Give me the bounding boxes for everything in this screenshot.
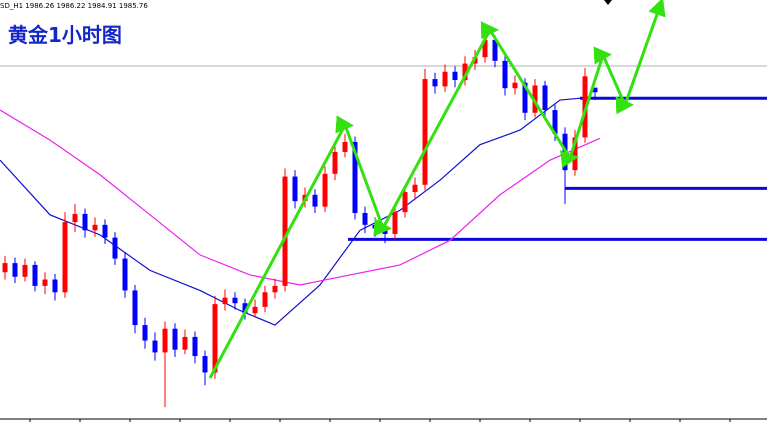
candle-body	[272, 285, 278, 293]
candle-body	[372, 224, 378, 229]
candle-body	[202, 356, 208, 373]
plot	[0, 31, 767, 408]
shift-marker	[604, 0, 612, 5]
candle-body	[142, 325, 148, 341]
candle-body	[192, 336, 198, 357]
candle-body	[502, 60, 508, 89]
trend-arrows	[208, 0, 666, 379]
candle-body	[322, 173, 328, 207]
close-value: 1985.76	[119, 2, 148, 10]
candle-body	[2, 263, 8, 273]
candle-body	[252, 306, 258, 314]
candle-body	[52, 279, 58, 293]
candle-body	[282, 176, 288, 286]
candle-body	[402, 192, 408, 213]
candle-body	[92, 224, 98, 231]
candle-body	[12, 263, 18, 277]
candle-body	[72, 213, 78, 223]
candle-body	[312, 194, 318, 207]
candle-body	[212, 304, 218, 373]
candle-body	[112, 237, 118, 259]
candle-body	[132, 290, 138, 326]
candle-body	[62, 222, 68, 293]
moving-average	[0, 109, 601, 286]
high-value: 1986.22	[56, 2, 85, 10]
moving-average	[0, 96, 591, 326]
candle-body	[262, 292, 268, 307]
candle-body	[182, 336, 188, 350]
candle-body	[292, 176, 298, 202]
candle-body	[392, 212, 398, 234]
candle-body	[232, 297, 238, 304]
candle-body	[412, 184, 418, 193]
candle-body	[82, 213, 88, 231]
low-value: 1984.91	[88, 2, 117, 10]
candle-body	[332, 151, 338, 174]
open-value: 1986.26	[25, 2, 54, 10]
candle-body	[122, 258, 128, 291]
candle-body	[342, 141, 348, 152]
candle-body	[22, 264, 28, 277]
candle-body	[172, 328, 178, 350]
candle-body	[162, 328, 168, 353]
candle-body	[242, 303, 248, 314]
candle-body	[152, 340, 158, 353]
ohlc-header: SD_H1 1986.26 1986.22 1984.91 1985.76	[0, 2, 148, 10]
candle-body	[42, 279, 48, 286]
candle-body	[542, 85, 548, 111]
candle-body	[32, 264, 38, 286]
symbol: SD_H1	[0, 2, 23, 10]
candle-body	[222, 297, 228, 305]
candle-body	[452, 71, 458, 80]
candle-body	[362, 213, 368, 225]
candle-body	[102, 224, 108, 238]
candle-body	[432, 79, 438, 87]
candle-body	[442, 71, 448, 87]
candle-body	[512, 82, 518, 89]
chart-title: 黄金1小时图	[8, 23, 122, 47]
candle-body	[422, 79, 428, 185]
